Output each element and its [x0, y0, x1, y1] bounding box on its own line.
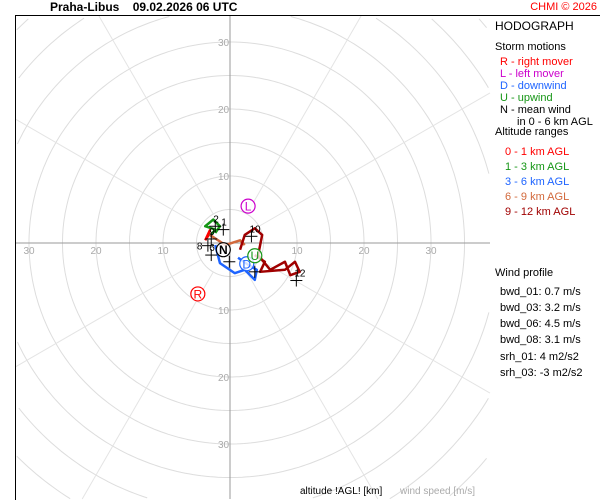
hodograph-trace: [204, 229, 212, 241]
altitude-axis-label: altitude !AGL! [km]: [300, 486, 383, 497]
speed-axis-label: wind speed [m/s]: [400, 486, 476, 497]
helicity-item: srh_01: 4 m2/s2: [500, 351, 579, 363]
storm-motion-marker: [247, 248, 263, 264]
ring-label: 20: [358, 246, 370, 257]
speed-ring: [17, 16, 170, 145]
storm-motion-marker: [215, 242, 231, 258]
radial-line: [246, 271, 379, 500]
storm-motion-legend-item: R - right mover: [500, 56, 573, 68]
wind-profile-title: Wind profile: [495, 267, 554, 279]
radial-line: [98, 15, 214, 215]
altitude-range-legend-item: 6 - 9 km AGL: [505, 191, 570, 203]
ring-label: 30: [425, 246, 437, 257]
hodograph-trace: [238, 227, 301, 277]
frame-top: [15, 15, 600, 16]
helicity-item: srh_03: -3 m2/s2: [500, 367, 583, 379]
storm-motion-legend-item: U - upwind: [500, 92, 553, 104]
speed-ring: [17, 243, 465, 478]
altitude-marker-label: 8: [197, 242, 203, 253]
altitude-range-legend-item: 3 - 6 km AGL: [505, 176, 570, 188]
wind-profile-item: bwd_08: 3.1 m/s: [500, 334, 581, 346]
ring-label: 30: [218, 38, 230, 49]
storm-motion-legend-item: in 0 - 6 km AGL: [517, 116, 593, 128]
storm-motion-marker: [190, 286, 206, 302]
altitude-marker-label: 2: [213, 214, 219, 225]
ring-label: 10: [291, 246, 303, 257]
storm-motion-legend-item: L - left mover: [500, 68, 564, 80]
panel-title: HODOGRAPH: [495, 19, 574, 33]
wind-profile-item: bwd_03: 3.2 m/s: [500, 302, 581, 314]
wind-profile-item: bwd_01: 0.7 m/s: [500, 286, 581, 298]
storm-motion-label: N: [219, 243, 228, 257]
credit: CHMI © 2026: [530, 1, 597, 13]
ring-label: 30: [23, 246, 35, 257]
ring-label: 10: [218, 306, 230, 317]
ring-label: 30: [218, 440, 230, 451]
speed-ring: [18, 407, 148, 499]
speed-ring: [290, 16, 465, 243]
altitude-marker-label: 1: [221, 218, 227, 229]
altitude-range-legend-item: 9 - 12 km AGL: [505, 206, 576, 218]
hodograph-trace: [203, 218, 222, 238]
speed-ring: [389, 398, 489, 500]
altitude-marker-label: 10: [249, 224, 261, 235]
speed-ring: [449, 457, 487, 497]
ring-label: 20: [90, 246, 102, 257]
ring-label: 10: [218, 172, 230, 183]
radial-line: [258, 259, 491, 394]
radial-line: [15, 259, 202, 367]
ring-label: 10: [157, 246, 169, 257]
storm-motion-label: L: [245, 200, 252, 214]
altitude-marker-label: 9: [209, 227, 215, 238]
frame-left: [15, 15, 16, 500]
chart-title: Praha-Libus 09.02.2026 06 UTC: [50, 1, 237, 14]
altitude-marker-label: 12: [294, 269, 306, 280]
storm-motion-marker: [240, 198, 256, 214]
wind-profile-item: bwd_06: 4.5 m/s: [500, 318, 581, 330]
storm-motion-legend-item: N - mean wind: [500, 104, 571, 116]
speed-ring: [375, 17, 490, 174]
speed-ring: [478, 18, 487, 29]
altitude-marker-label: 6: [209, 243, 215, 254]
speed-ring: [16, 455, 71, 500]
speed-ring: [18, 17, 85, 79]
altitude-ranges-title: Altitude ranges: [495, 126, 569, 138]
storm-motion-label: U: [250, 249, 259, 263]
ring-label: 20: [218, 105, 230, 116]
speed-ring: [312, 312, 490, 499]
altitude-range-legend-item: 0 - 1 km AGL: [505, 146, 570, 158]
radial-line: [81, 271, 214, 500]
altitude-range-legend-item: 1 - 3 km AGL: [505, 161, 570, 173]
radial-line: [258, 92, 491, 227]
ring-label: 20: [218, 373, 230, 384]
speed-ring: [431, 18, 489, 88]
station-name: Praha-Libus: [50, 0, 120, 14]
storm-motion-label: D: [242, 257, 251, 271]
storm-motion-label: R: [194, 287, 203, 301]
speed-ring: [16, 18, 29, 31]
radial-line: [15, 119, 202, 227]
storm-motion-legend-item: D - downwind: [500, 80, 567, 92]
datetime: 09.02.2026 06 UTC: [132, 0, 238, 14]
radial-line: [246, 15, 362, 215]
storm-motions-title: Storm motions: [495, 41, 566, 53]
